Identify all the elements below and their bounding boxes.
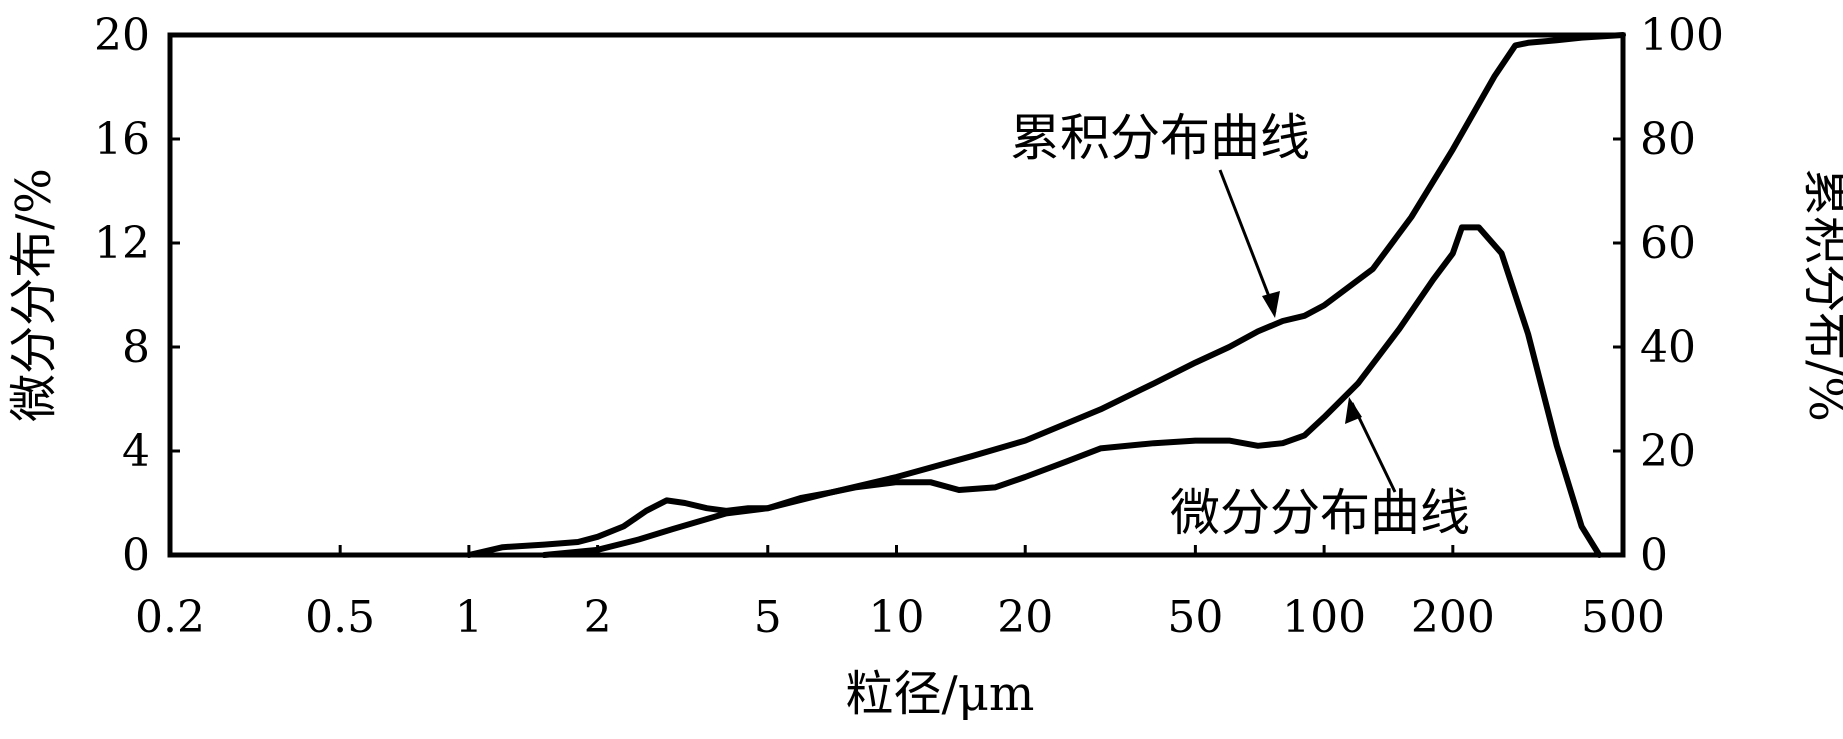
cumulative-curve-arrow (1218, 169, 1277, 313)
x-tick-label: 100 (1282, 592, 1366, 643)
right-y-tick-label: 0 (1640, 530, 1668, 581)
left-y-tick-label: 16 (94, 114, 150, 165)
right-y-tick-label: 40 (1640, 322, 1696, 373)
left-y-tick-label: 20 (94, 10, 150, 61)
curves (465, 32, 1626, 558)
left-y-axis-ticks: 0 4 8 12 16 20 (94, 10, 180, 581)
x-tick-label: 1 (455, 592, 483, 643)
cumulative-curve-label: 累积分布曲线 (1010, 109, 1310, 167)
left-y-tick-label: 12 (94, 218, 150, 269)
x-tick-label: 0.2 (135, 592, 205, 643)
left-y-tick-label: 4 (122, 426, 150, 477)
x-tick-label: 500 (1581, 592, 1665, 643)
right-y-tick-label: 20 (1640, 426, 1696, 477)
x-axis-title: 粒径/μm (846, 666, 1035, 722)
left-y-axis-title: 微分分布/% (6, 168, 62, 422)
right-y-axis-title: 累积分布/% (1798, 168, 1843, 422)
left-y-tick-label: 0 (122, 530, 150, 581)
cumulative-arrow-head (1262, 291, 1280, 318)
x-tick-label: 200 (1411, 592, 1495, 643)
cumulative-distribution-curve (541, 32, 1626, 558)
right-y-tick-label: 80 (1640, 114, 1696, 165)
x-tick-label: 10 (869, 592, 925, 643)
differential-distribution-curve (465, 224, 1603, 558)
right-y-axis-ticks: 0 20 40 60 80 100 (1613, 10, 1724, 581)
x-tick-label: 2 (584, 592, 612, 643)
differential-curve-label: 微分分布曲线 (1170, 484, 1470, 542)
differential-arrow-head (1345, 397, 1362, 424)
right-y-tick-label: 60 (1640, 218, 1696, 269)
left-y-tick-label: 8 (122, 322, 150, 373)
x-tick-label: 20 (997, 592, 1053, 643)
x-axis-ticks: 0.2 0.5 1 2 5 10 20 50 100 200 500 (135, 545, 1665, 643)
x-tick-label: 0.5 (305, 592, 375, 643)
x-tick-label: 50 (1167, 592, 1223, 643)
x-tick-label: 5 (754, 592, 782, 643)
right-y-tick-label: 100 (1640, 10, 1724, 61)
